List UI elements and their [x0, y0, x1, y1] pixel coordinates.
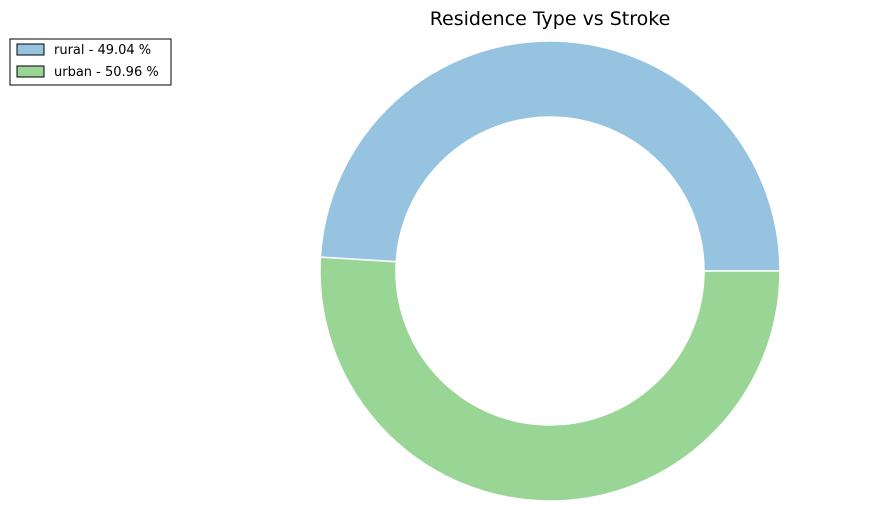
donut-slice-rural: [319, 40, 781, 272]
legend-label-rural: rural - 49.04 %: [54, 43, 151, 58]
donut-slices: [319, 40, 781, 502]
chart-title: Residence Type vs Stroke: [430, 8, 671, 30]
legend: rural - 49.04 % urban - 50.96 %: [9, 38, 172, 86]
legend-swatch-urban: [16, 65, 45, 78]
legend-swatch-rural: [16, 43, 45, 56]
legend-label-urban: urban - 50.96 %: [54, 65, 159, 80]
donut-slice-urban: [319, 256, 781, 502]
